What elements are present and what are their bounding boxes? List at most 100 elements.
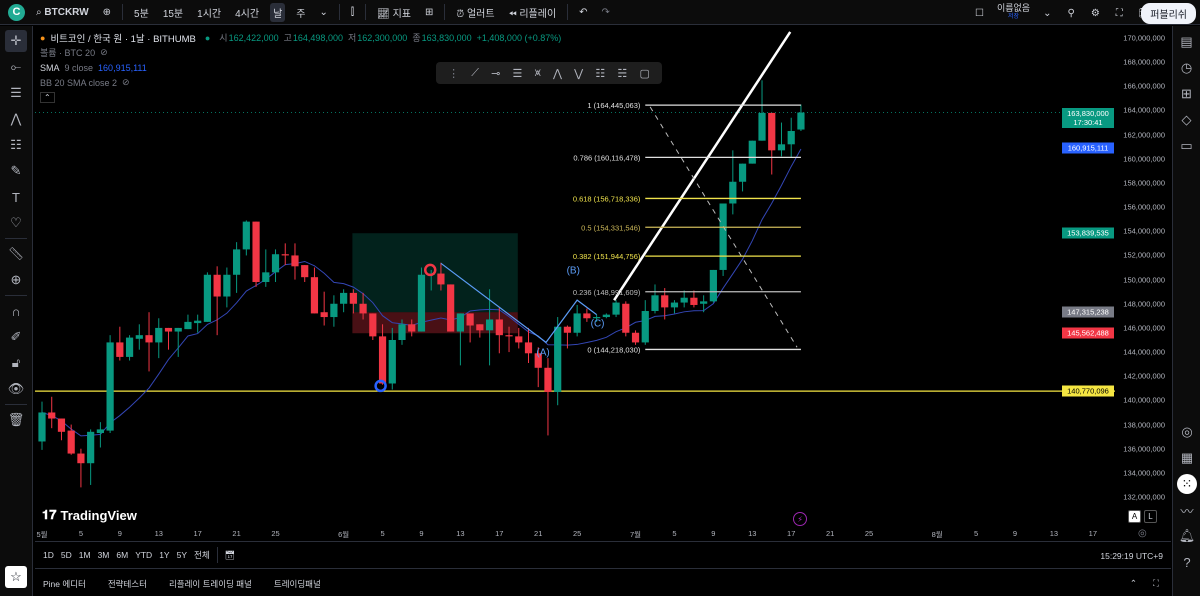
pattern-icon[interactable]: ⋀ [10,111,22,126]
eye-icon[interactable]: 👁︎ [7,381,25,396]
lock-drawing-icon[interactable]: ✐ [10,329,22,344]
horizontal-ray-icon[interactable]: ⊸ [491,67,501,80]
replay-button[interactable]: ⏪︎ 리플레이 [506,3,560,22]
interval-4h[interactable]: 4시간 [235,8,260,20]
candle [398,319,406,345]
range-1d[interactable]: 1D [43,550,54,560]
trend-line-icon[interactable]: ⟜ [10,59,22,74]
redo-icon[interactable]: ↷ [601,6,610,18]
text-icon[interactable]: T [12,189,20,205]
goto-date-calendar-icon[interactable]: 📅︎ [224,549,236,560]
high-label: 고 [283,33,292,43]
hidden-eye-icon[interactable]: ⊘ [100,47,108,57]
magnet-icon[interactable]: ∩ [11,303,21,319]
range-ytd[interactable]: YTD [135,550,153,560]
settings-gear-icon[interactable]: ⚙ [1090,7,1100,19]
range-3m[interactable]: 3M [97,550,110,560]
help-icon[interactable]: ? [1183,554,1191,570]
elliott-correction-icon[interactable]: ⋁ [574,67,584,80]
undo-icon[interactable]: ↶ [579,6,588,18]
layers-icon[interactable]: ◇ [1181,112,1192,127]
axis-settings-icon[interactable]: ◎ [1138,528,1147,539]
fib-retracement-icon[interactable]: ☰ [10,85,22,100]
watchlist-icon[interactable]: ▤ [1180,34,1193,49]
lock-icon[interactable]: 🔓︎ [11,355,21,370]
hidden-eye-icon[interactable]: ⊘ [122,77,130,87]
range-5y[interactable]: 5Y [176,550,187,560]
legend-sma-row[interactable]: SMA 9 close 160,915,111 [40,60,561,75]
tab-strategy-tester[interactable]: 전략테스터 [107,578,147,589]
templates-grid-icon[interactable]: ⊞ [424,6,434,18]
tab-pine-editor[interactable]: Pine 에디터 [43,578,86,589]
layout-square-icon[interactable]: ☐ [975,7,984,19]
interval-chevron-down-icon[interactable]: ⌄ [319,6,328,18]
calendar-icon[interactable]: ▦ [1180,450,1194,465]
trend-line-icon[interactable]: ⟋ [471,66,479,79]
alert-button[interactable]: ⏰︎ 얼러트 [453,3,497,22]
legend-collapse-button[interactable]: ⌃ [40,90,561,105]
forecast-icon[interactable]: ☷ [10,137,22,152]
bell-icon[interactable]: 🔔︎ [1178,528,1196,543]
time-axis[interactable]: 5월 5 9 13 17 21 25 6월 5 9 13 17 21 25 7월 5 9 13 17 21 25 8월 5 9… [35,507,1115,539]
range-6m[interactable]: 6M [116,550,129,560]
auto-scale-button[interactable]: A [1128,510,1141,523]
zoom-in-icon[interactable]: ⊕ [10,272,22,287]
target-icon[interactable]: ◎ [1181,424,1193,439]
add-list-icon[interactable]: ⊞ [1181,86,1192,101]
open-value: 162,422,000 [228,32,279,43]
interval-1h[interactable]: 1시간 [197,8,222,20]
candle-body [690,297,698,305]
range-1m[interactable]: 1M [78,550,91,560]
chat-icon[interactable]: ▭ [1180,138,1193,153]
heart-icon[interactable]: ♡ [10,215,22,230]
apps-grid-icon[interactable]: ⁙ [1177,474,1197,494]
watchlist-star-icon[interactable]: ☆ [5,566,27,588]
indicators-button[interactable]: 📈︎ 지표 [374,3,414,22]
brush-icon[interactable]: ✎ [10,163,22,178]
fib-retracement-icon[interactable]: ☰ [512,67,523,80]
drag-handle-icon[interactable]: ⋮ [448,67,460,80]
maximize-panel-icon[interactable]: ⛶ [1153,578,1159,588]
head-shoulders-icon[interactable]: ⩙ [534,66,541,79]
interval-5m[interactable]: 5분 [134,8,149,20]
interval-1w[interactable]: 주 [296,8,306,20]
price-range-icon[interactable]: ☵ [617,67,628,80]
timezone-clock[interactable]: 15:29:19 UTC+9 [1100,551,1163,561]
lightning-event-icon[interactable]: ⚡︎ [793,512,807,526]
tab-replay-trading-panel[interactable]: 리플레이 트레이딩 패널 [168,578,252,589]
user-avatar[interactable]: C [8,3,25,21]
symbol-title[interactable]: 비트코인 / 한국 원 · 1날 · BITHUMB [50,33,196,45]
signal-icon[interactable]: 〰 [1180,503,1194,519]
layout-name-button[interactable]: 이름없음 저장 [997,4,1030,22]
tab-trading-panel[interactable]: 트레이딩패널 [273,578,321,589]
compare-add-icon[interactable]: ⊕ [102,6,112,18]
tradingview-logo[interactable]: 𝟏𝟕 TradingView [42,507,137,523]
legend-bb-row[interactable]: BB 20 SMA close 2 ⊘ [40,75,561,90]
expand-panel-chevron-up-icon[interactable]: ⌃ [1129,578,1137,588]
legend-volume-row[interactable]: 볼륨 · BTC 20 ⊘ [40,45,561,60]
publish-button[interactable]: 퍼블리쉬 [1141,3,1196,24]
range-5d[interactable]: 5D [60,550,72,560]
symbol-search[interactable]: ⌕ BTCKRW [36,6,89,18]
candle [271,249,280,283]
candle [593,314,601,322]
price-axis[interactable]: 170,000,000 168,000,000 166,000,000 164,000… [1062,26,1171,541]
range-1y[interactable]: 1Y [159,550,170,560]
log-scale-button[interactable]: L [1144,510,1157,523]
divider [444,4,446,20]
price-chart[interactable]: (A) (B) (C) 1 (164,445,063) 0.786 (160,116,4… [35,28,1115,507]
elliott-impulse-icon[interactable]: ⋀ [552,67,562,80]
rectangle-icon[interactable]: ▢ [639,67,650,80]
crosshair-icon[interactable]: ✛ [5,30,27,52]
fullscreen-icon[interactable]: ⛶ [1115,7,1123,19]
range-all[interactable]: 전체 [194,550,210,560]
date-range-icon[interactable]: ☷ [595,67,606,80]
layout-chevron-down-icon[interactable]: ⌄ [1043,7,1052,19]
interval-15m[interactable]: 15분 [162,8,184,20]
candle-type-icon[interactable]: ⫿ [350,6,355,18]
ruler-icon[interactable]: 📏︎ [7,246,25,261]
trash-icon[interactable]: 🗑︎ [7,412,25,427]
alerts-clock-icon[interactable]: ◷ [1180,60,1193,75]
quick-search-icon[interactable]: ⚲ [1067,7,1075,19]
interval-1d[interactable]: 날 [270,2,286,22]
